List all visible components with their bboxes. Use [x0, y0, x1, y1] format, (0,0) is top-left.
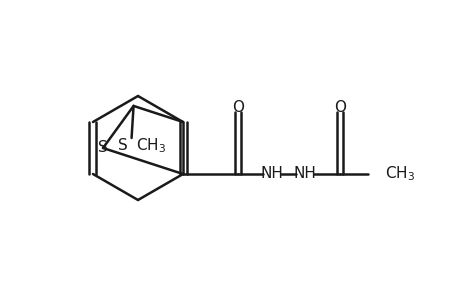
Text: O: O — [231, 100, 243, 115]
Text: NH: NH — [260, 167, 283, 182]
Text: O: O — [333, 100, 345, 115]
Text: CH$_3$: CH$_3$ — [384, 165, 414, 183]
Text: NH: NH — [293, 167, 316, 182]
Text: S: S — [118, 138, 127, 153]
Text: S: S — [98, 140, 108, 155]
Text: CH$_3$: CH$_3$ — [135, 136, 165, 155]
